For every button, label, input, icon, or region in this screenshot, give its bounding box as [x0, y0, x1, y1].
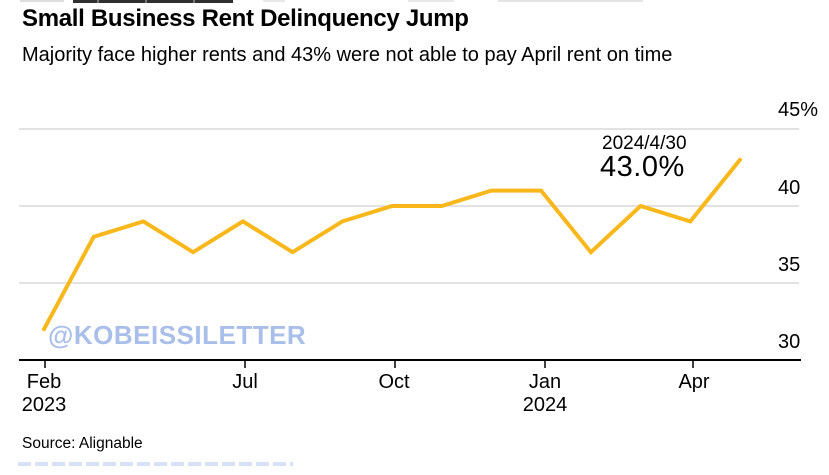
x-tick-month: Jan — [528, 371, 562, 393]
source-credit: Source: Alignable — [22, 435, 143, 452]
chart-title: Small Business Rent Delinquency Jump — [22, 5, 469, 32]
y-tick-label-40: 40 — [778, 177, 801, 199]
annotation-date: 2024/4/30 — [602, 133, 687, 154]
y-tick-label-45: 45% — [778, 99, 819, 121]
x-tick-year: 2024 — [522, 394, 568, 416]
cropped-content-artifact — [263, 0, 285, 2]
x-tick-label-oct: Oct — [349, 371, 439, 394]
y-tick-label-30: 30 — [778, 331, 801, 353]
annotation-value: 43.0% — [600, 151, 685, 183]
cropped-content-artifact — [498, 0, 643, 2]
x-tick-label-jan-2024: Jan 2024 — [500, 371, 590, 417]
x-tick-month: Feb — [26, 371, 62, 393]
y-tick-label-35: 35 — [778, 254, 801, 276]
delinquency-line — [42, 157, 742, 332]
x-tick-label-feb-2023: Feb 2023 — [0, 371, 89, 417]
x-tick-month: Oct — [378, 371, 410, 393]
x-tick-label-apr: Apr — [649, 371, 739, 394]
x-tick-month: Jul — [232, 371, 258, 393]
cropped-content-artifact — [18, 462, 293, 466]
watermark-kobeissiletter: @KOBEISSILETTER — [48, 320, 307, 350]
cropped-content-artifact — [73, 0, 233, 3]
x-tick-year: 2023 — [21, 394, 67, 416]
cropped-content-artifact — [20, 0, 64, 2]
cropped-content-artifact — [408, 0, 454, 2]
x-tick-month: Apr — [678, 371, 710, 393]
chart-subtitle: Majority face higher rents and 43% were … — [22, 44, 673, 66]
x-tick-label-jul: Jul — [200, 371, 290, 394]
